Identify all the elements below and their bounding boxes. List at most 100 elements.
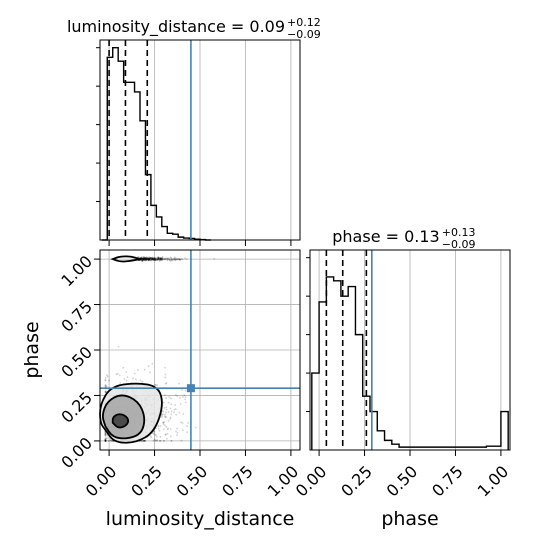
scatter-point: [184, 257, 186, 260]
scatter-point: [139, 258, 142, 261]
scatter-point: [140, 257, 143, 260]
scatter-point: [145, 258, 148, 260]
scatter-point: [139, 257, 142, 260]
scatter-point: [163, 257, 166, 260]
scatter-point: [164, 376, 167, 379]
scatter-point: [142, 258, 144, 261]
scatter-point: [148, 258, 151, 260]
scatter-point: [157, 256, 160, 259]
scatter-point: [147, 257, 150, 260]
scatter-point: [176, 431, 179, 434]
scatter-point: [144, 257, 146, 260]
scatter-point: [142, 256, 145, 259]
scatter-point: [140, 258, 143, 260]
scatter-point: [147, 257, 150, 260]
scatter-point: [107, 440, 110, 442]
scatter-point: [173, 258, 176, 261]
scatter-point: [139, 257, 142, 260]
scatter-point: [141, 257, 143, 260]
scatter-point: [104, 437, 107, 440]
scatter-point: [150, 259, 152, 262]
scatter-point: [151, 258, 153, 261]
scatter-point: [104, 440, 107, 442]
scatter-point: [157, 424, 160, 427]
scatter-point: [158, 258, 160, 261]
scatter-point: [148, 258, 151, 261]
scatter-point: [184, 396, 187, 399]
scatter-point: [164, 382, 167, 385]
scatter-point: [159, 257, 162, 259]
scatter-point: [157, 425, 160, 428]
scatter-point: [178, 258, 181, 261]
scatter-point: [178, 258, 180, 261]
scatter-point: [176, 257, 179, 260]
scatter-point: [147, 258, 150, 260]
scatter-point: [160, 414, 163, 417]
scatter-point: [145, 258, 148, 261]
scatter-point: [142, 257, 144, 260]
scatter-point: [145, 258, 148, 260]
scatter-point: [107, 440, 110, 442]
scatter-point: [139, 257, 142, 260]
scatter-point: [158, 257, 160, 260]
scatter-point: [163, 258, 166, 261]
scatter-point: [151, 257, 154, 260]
scatter-point: [142, 257, 145, 260]
scatter-point: [152, 258, 154, 261]
scatter-point: [104, 439, 107, 442]
scatter-point: [181, 422, 184, 425]
scatter-point: [181, 429, 184, 432]
scatter-point: [164, 433, 167, 436]
scatter-point: [144, 258, 147, 260]
scatter-point: [138, 258, 140, 260]
scatter-point: [147, 259, 150, 262]
scatter-point: [143, 440, 146, 442]
scatter-point: [157, 256, 160, 259]
scatter-point: [154, 259, 157, 262]
scatter-point: [108, 379, 110, 382]
scatter-point: [174, 404, 176, 406]
scatter-point: [151, 257, 153, 260]
scatter-point: [147, 259, 150, 262]
scatter-point: [104, 440, 107, 442]
scatter-point: [172, 257, 175, 260]
scatter-point: [150, 257, 153, 260]
scatter-point: [146, 257, 149, 260]
scatter-point: [145, 258, 147, 261]
scatter-point: [147, 256, 150, 259]
scatter-point: [170, 440, 173, 442]
scatter-point: [142, 259, 145, 262]
scatter-point: [142, 440, 145, 442]
scatter-point: [141, 257, 144, 260]
scatter-point: [106, 375, 109, 378]
scatter-point: [153, 257, 156, 260]
scatter-point: [170, 413, 173, 416]
scatter-point: [149, 257, 152, 260]
scatter-point: [104, 439, 107, 442]
scatter-point: [140, 256, 143, 259]
scatter-point: [162, 401, 165, 404]
scatter-point: [139, 257, 142, 259]
scatter-point: [104, 440, 107, 442]
scatter-point: [148, 258, 151, 261]
scatter-point: [147, 259, 150, 262]
scatter-point: [170, 257, 172, 260]
scatter-point: [105, 385, 108, 388]
scatter-point: [141, 257, 144, 260]
scatter-point: [167, 427, 169, 430]
scatter-point: [154, 440, 157, 442]
scatter-point: [165, 382, 168, 384]
scatter-point: [173, 408, 176, 411]
phase-hist-xtick-label-2: 0.50: [383, 462, 422, 501]
scatter-point: [150, 258, 153, 261]
scatter-point: [144, 257, 147, 259]
scatter-point: [161, 257, 164, 260]
scatter-point: [147, 258, 150, 261]
scatter-point: [139, 258, 141, 261]
scatter-point: [157, 258, 160, 261]
scatter-point: [138, 258, 141, 260]
phase-hist-xtick-label-0: 0.00: [292, 462, 331, 501]
scatter-point: [150, 257, 153, 260]
scatter-point: [155, 257, 158, 260]
scatter-point: [168, 258, 170, 261]
